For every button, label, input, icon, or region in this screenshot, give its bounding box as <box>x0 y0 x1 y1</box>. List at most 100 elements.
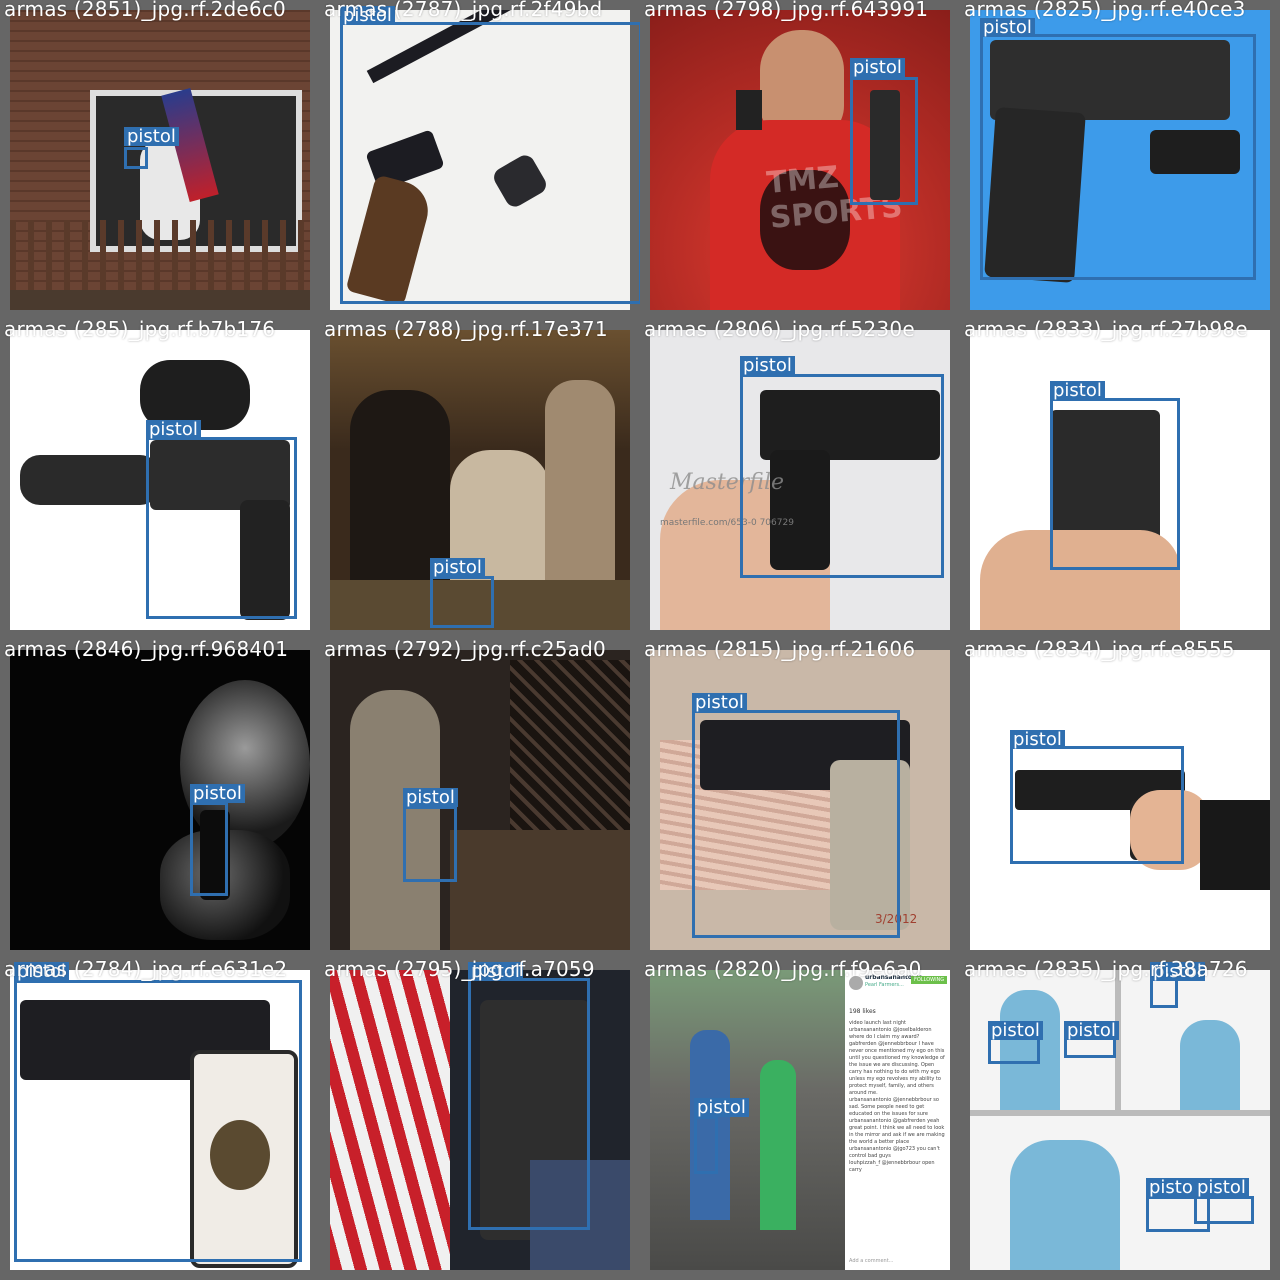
pistol-grip <box>770 450 830 570</box>
debris <box>450 830 630 950</box>
add-comment-input[interactable]: Add a comment... <box>849 1258 894 1264</box>
grip-medallion <box>210 1120 270 1190</box>
woman <box>1000 990 1060 1110</box>
detection-label: pistol <box>740 356 795 375</box>
tile-filename: armas (2833)_jpg.rf.27b98e <box>964 320 1248 341</box>
pistol <box>870 90 900 200</box>
tile-photo: Masterfile masterfile.com/653-0 706729 <box>650 330 950 630</box>
tile-filename: armas (2798)_jpg.rf.643991 <box>644 0 929 21</box>
red-dot-sight <box>140 360 250 430</box>
panel-divider <box>1115 970 1121 1110</box>
tile-photo <box>10 10 310 310</box>
detection-label: pistol <box>1150 962 1205 981</box>
post-location: Pearl Farmers... <box>865 982 904 988</box>
tile-filename: armas (2815)_jpg.rf.21606 <box>644 640 916 661</box>
suit-sleeve <box>1200 800 1270 890</box>
detection-label: pistol <box>146 420 201 439</box>
grid-tile: TMZ SPORTS pistol armas (2798)_jpg.rf.64… <box>640 0 960 320</box>
detection-label: pistol <box>692 693 747 712</box>
grid-tile: pistol armas (2788)_jpg.rf.17e371 <box>320 320 640 640</box>
instagram-panel: urbansanantonio Pearl Farmers... FOLLOWI… <box>845 970 950 1270</box>
grate <box>510 660 630 840</box>
jeans <box>530 1160 630 1270</box>
tile-photo <box>970 330 1270 630</box>
tile-photo <box>10 650 310 950</box>
tile-filename: armas (2825)_jpg.rf.e40ce3 <box>964 0 1246 21</box>
comment: urbansanantonio @jennebbrbour so sad. So… <box>849 1097 939 1117</box>
grid-tile: pistol armas (2792)_jpg.rf.c25ad0 <box>320 640 640 960</box>
post-username: urbansanantonio <box>865 974 923 981</box>
detection-label: pistol <box>1050 381 1105 400</box>
likes-count: 198 likes <box>849 1008 876 1015</box>
tile-filename: armas (2795)_jpg.rf.a7059 <box>324 960 595 981</box>
grid-tile: pistol armas (2851)_jpg.rf.2de6c0 <box>0 0 320 320</box>
pistol-slide <box>150 440 290 510</box>
detection-box <box>850 77 918 205</box>
comment: video launch last night <box>849 1020 907 1026</box>
detection-label: pistol <box>988 1021 1043 1040</box>
couch <box>330 580 630 630</box>
tile-photo: urbansanantonio Pearl Farmers... FOLLOWI… <box>650 970 950 1270</box>
detection-label: pistol <box>1064 1021 1119 1040</box>
panel-divider <box>970 1110 1270 1116</box>
detection-box <box>124 147 148 169</box>
tile-photo <box>330 970 630 1270</box>
pistol-slide <box>990 40 1230 120</box>
detection-box <box>468 978 590 1230</box>
detection-label: pistol <box>340 6 395 25</box>
woman <box>1010 1140 1120 1270</box>
pistol-slide <box>760 390 940 460</box>
detection-box <box>403 806 457 882</box>
detection-label: pistol <box>1146 1178 1201 1197</box>
tile-photo <box>970 970 1270 1270</box>
tile-filename: armas (2846)_jpg.rf.968401 <box>4 640 289 661</box>
tile-photo <box>970 650 1270 950</box>
tile-photo <box>330 650 630 950</box>
tile-filename: armas (2788)_jpg.rf.17e371 <box>324 320 608 341</box>
person <box>760 1060 796 1230</box>
grid-tile: pistol armas (2834)_jpg.rf.e8555 <box>960 640 1280 960</box>
phone <box>736 90 762 130</box>
tile-filename: armas (2851)_jpg.rf.2de6c0 <box>4 0 286 21</box>
detection-box <box>1194 1196 1254 1224</box>
detection-box <box>14 980 302 1262</box>
hand <box>1130 790 1210 870</box>
person <box>350 690 440 950</box>
street-scene <box>650 970 845 1270</box>
detection-box <box>1146 1196 1210 1232</box>
following-button[interactable]: FOLLOWING <box>911 976 948 984</box>
watermark-url: masterfile.com/653-0 706729 <box>660 518 794 528</box>
tile-filename: armas (2806)_jpg.rf.5230e <box>644 320 915 341</box>
detection-label: pistol <box>1194 1178 1249 1197</box>
detection-box <box>980 34 1256 280</box>
grid-tile: Masterfile masterfile.com/653-0 706729 p… <box>640 320 960 640</box>
tile-filename: armas (2787)_jpg.rf.2f49bd <box>324 0 603 21</box>
comment: gabfrerden @jennebbrbour I have never on… <box>849 1041 945 1096</box>
detection-box <box>146 437 297 619</box>
pistol-grip <box>240 500 290 620</box>
tile-photo <box>10 330 310 630</box>
detection-label: pistol <box>850 58 905 77</box>
grid-tile: pistol armas (2846)_jpg.rf.968401 <box>0 640 320 960</box>
tile-filename: armas (2834)_jpg.rf.e8555 <box>964 640 1235 661</box>
detection-box <box>340 22 640 304</box>
detection-label: pistol <box>468 962 523 981</box>
tile-photo <box>330 330 630 630</box>
tile-filename: armas (2792)_jpg.rf.c25ad0 <box>324 640 606 661</box>
tile-photo <box>10 970 310 1270</box>
detection-label: pistol <box>1010 730 1065 749</box>
tile-filename: armas (2784)_jpg.rf.e631e2 <box>4 960 288 981</box>
detection-label: pistol <box>694 1098 749 1117</box>
avatar <box>849 976 863 990</box>
grid-tile: 3/2012 pistol armas (2815)_jpg.rf.21606 <box>640 640 960 960</box>
woman <box>1180 1020 1240 1110</box>
grid-tile: pistol armas (2825)_jpg.rf.e40ce3 <box>960 0 1280 320</box>
comments: video launch last night urbansanantonio … <box>849 1020 945 1174</box>
grid-tile: pistol armas (2784)_jpg.rf.e631e2 <box>0 960 320 1280</box>
comment: louhpizzah_f @jennebbrbour open carry <box>849 1160 935 1173</box>
detection-box <box>740 374 944 578</box>
detection-box <box>694 1116 718 1174</box>
porch-railing <box>10 220 310 290</box>
grid-tile: pistol armas (2795)_jpg.rf.a7059 <box>320 960 640 1280</box>
grid-tile: pistol pistol pistol pistol pistol armas… <box>960 960 1280 1280</box>
